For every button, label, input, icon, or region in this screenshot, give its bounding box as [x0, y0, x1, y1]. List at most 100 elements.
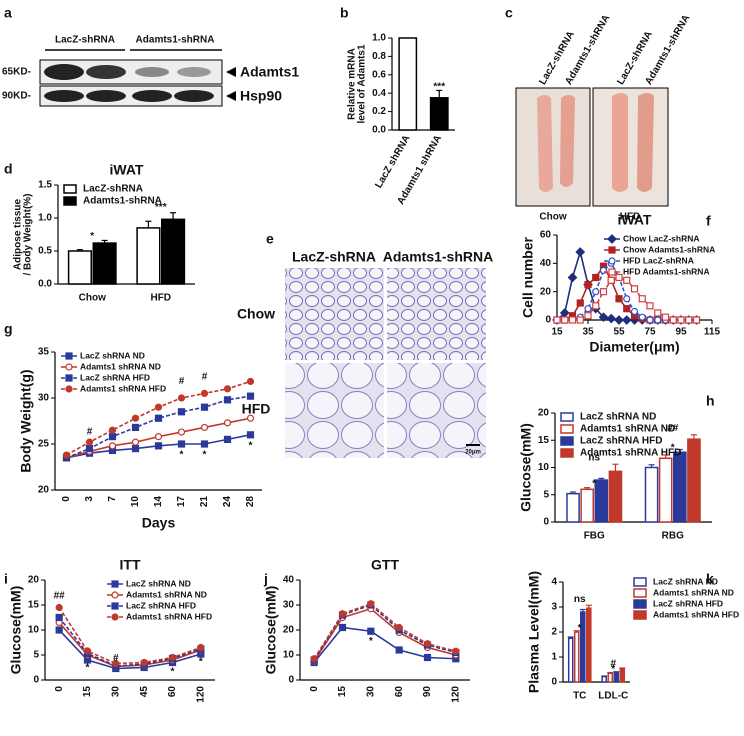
marker: [177, 408, 186, 416]
condition-label: Chow: [539, 212, 566, 223]
tissue: [637, 93, 654, 192]
marker: [685, 316, 693, 324]
arrow: [226, 91, 236, 101]
y-tick-label: 10: [538, 462, 550, 473]
x-tick-label: 95: [675, 327, 687, 338]
marker: [65, 352, 73, 360]
y-tick-label: 4: [551, 577, 557, 588]
y-tick-label: 1.0: [372, 33, 386, 44]
marker: [615, 273, 623, 282]
legend-label: Adamts1-shRNA: [83, 196, 162, 207]
annotation: *: [180, 450, 184, 461]
x-tick-label: 14: [153, 496, 164, 508]
marker: [646, 316, 654, 324]
x-tick-label: 15: [337, 686, 348, 698]
series-line: [313, 626, 456, 664]
y-tick-label: 0: [543, 517, 549, 528]
y-tick-label: 35: [38, 347, 50, 358]
marker: [395, 646, 403, 654]
y-tick-label: 20: [28, 575, 40, 586]
y-tick-label: 1: [551, 652, 557, 663]
y-tick-label: 20: [38, 485, 50, 496]
legend-label: HFD Adamts1-shRNA: [623, 266, 710, 276]
column-label: LacZ-shRNA: [292, 249, 376, 265]
marker: [367, 600, 375, 608]
marker: [608, 246, 616, 254]
legend-label: Chow Adamts1-shRNA: [623, 244, 715, 254]
legend-label: Adamts1 shRNA ND: [580, 424, 675, 435]
x-tick-label: HFD: [150, 293, 171, 304]
y-tick-label: 40: [283, 575, 295, 586]
marker: [623, 276, 631, 284]
band: [135, 67, 169, 77]
y-axis-label: Plasma Level(mM): [526, 571, 542, 693]
legend-label: Adamts1 shRNA ND: [653, 587, 734, 597]
y-tick-label: 0.0: [372, 125, 386, 136]
marker: [584, 305, 592, 313]
band: [44, 64, 84, 80]
x-axis-label: Diameter(μm): [589, 339, 679, 355]
annotation: *: [611, 664, 615, 675]
legend-label: Adamts1 shRNA HFD: [653, 609, 739, 619]
marker: [607, 234, 617, 244]
marker: [223, 396, 232, 404]
group-label: LacZ-shRNA: [55, 35, 115, 46]
marker: [154, 433, 163, 441]
x-tick-label: 30: [110, 686, 121, 698]
annotation: #: [87, 427, 93, 438]
series-line: [313, 602, 457, 660]
y-axis-label: / Body Weight(%): [23, 193, 34, 275]
panel-label: d: [4, 161, 13, 177]
marker: [197, 643, 205, 652]
marker: [584, 280, 592, 289]
panel-c: c LacZ-shRNA Adamts1-shRNA LacZ-shRNA Ad…: [505, 5, 692, 223]
marker: [131, 414, 140, 422]
y-tick-label: 0.2: [372, 106, 386, 117]
annotation: *: [592, 478, 596, 489]
legend-swatch: [63, 184, 77, 194]
marker: [669, 316, 677, 324]
legend-label: LacZ shRNA HFD: [653, 598, 723, 608]
marker: [638, 313, 646, 321]
x-tick-label: 21: [199, 496, 210, 508]
y-axis-label: level of Adamts1: [357, 44, 368, 124]
bar: [161, 218, 186, 285]
bar: [644, 466, 659, 523]
x-tick-label: 0: [54, 686, 65, 692]
marker: [692, 316, 701, 324]
legend-label: Adamts1 shRNA HFD: [80, 383, 166, 393]
panel-label: j: [263, 571, 268, 587]
marker: [395, 623, 403, 632]
marker: [154, 403, 163, 411]
y-tick-label: 0.4: [372, 88, 386, 99]
bar: [586, 607, 592, 683]
y-tick-label: 0: [551, 677, 557, 688]
marker: [168, 653, 177, 662]
y-tick-label: 20: [283, 625, 295, 636]
marker: [567, 272, 578, 283]
column-label: Adamts1-shRNA: [383, 249, 493, 265]
bar: [566, 492, 580, 523]
histology: [387, 363, 486, 458]
panel-label: g: [4, 321, 13, 337]
series-line: [58, 617, 202, 667]
marker: [592, 302, 600, 310]
series-line: [58, 607, 202, 665]
marker: [367, 627, 375, 635]
marker: [246, 414, 255, 422]
x-tick-label: 7: [107, 496, 118, 502]
chart-title: iWAT: [618, 212, 652, 228]
annotation: *: [199, 657, 203, 668]
marker: [246, 431, 255, 439]
tissue: [612, 93, 628, 192]
bar: [573, 631, 580, 683]
marker: [606, 313, 617, 324]
x-tick-label: 0: [61, 496, 72, 502]
marker: [177, 394, 186, 402]
bar: [136, 227, 161, 285]
x-tick-label: 120: [450, 686, 461, 703]
legend-swatch: [560, 448, 574, 458]
y-axis-label: Glucose(mM): [518, 423, 534, 512]
x-tick-label: 15: [82, 686, 93, 698]
marker: [223, 385, 232, 393]
